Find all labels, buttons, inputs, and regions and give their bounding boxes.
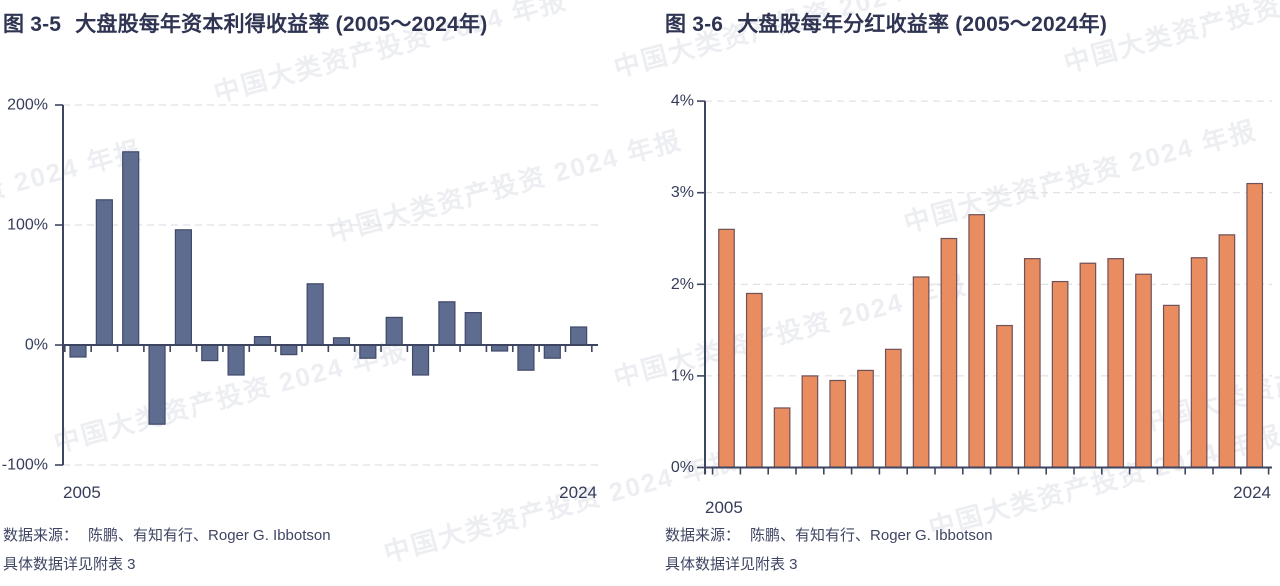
capital-gains-panel: 图 3-5 大盘股每年资本利得收益率 (2005～2024年) 200% 100% 0… xyxy=(2,8,598,575)
bar-2016 xyxy=(359,344,377,359)
source-note: 具体数据详见附表 3 xyxy=(3,556,136,573)
bar-2006 xyxy=(95,199,113,346)
source-note: 具体数据详见附表 3 xyxy=(665,556,798,573)
bar-2023 xyxy=(1218,234,1236,469)
dividend-yield-panel: 图 3-6 大盘股每年分红收益率 (2005～2024年) 4% 3% 2% 1% 0% 2… xyxy=(640,0,1280,586)
bar-2012 xyxy=(253,336,272,346)
source-line: 数据来源： 陈鹏、有知有行、Roger G. Ibbotson xyxy=(665,526,993,546)
bar-2022 xyxy=(517,344,535,371)
y-tick-label: 0% xyxy=(671,459,694,476)
source-names: 陈鹏、有知有行、Roger G. Ibbotson xyxy=(88,527,331,544)
figure-title-text: 大盘股每年分红收益率 (2005～2024年) xyxy=(737,13,1108,36)
bar-2005 xyxy=(69,344,87,358)
figure-title: 图 3-6 大盘股每年分红收益率 (2005～2024年) xyxy=(665,8,1107,38)
x-label-first: 2005 xyxy=(63,483,101,502)
bar-2013 xyxy=(280,344,298,356)
figure-title-text: 大盘股每年资本利得收益率 (2005～2024年) xyxy=(75,13,488,36)
y-tick-label: 3% xyxy=(671,184,694,201)
bar-2012 xyxy=(912,276,930,469)
bar-2023 xyxy=(543,344,561,359)
bar-2011 xyxy=(884,348,902,469)
y-tick-label: 100% xyxy=(7,217,48,234)
figure-label: 图 3-6 xyxy=(665,13,724,36)
source-block: 数据来源： 陈鹏、有知有行、Roger G. Ibbotson 具体数据详见附表 … xyxy=(3,526,331,575)
bar-2017 xyxy=(1051,280,1069,469)
bar-2014 xyxy=(306,283,324,346)
bar-2018 xyxy=(411,344,430,376)
source-block: 数据来源： 陈鹏、有知有行、Roger G. Ibbotson 具体数据详见附表 … xyxy=(665,526,993,575)
capital-gains-bar-chart: 200% 100% 0% -100% 2005 2024 xyxy=(2,97,598,502)
bar-2013 xyxy=(940,237,958,469)
y-tick-label: 2% xyxy=(671,276,694,293)
y-tick-label: 0% xyxy=(25,337,48,354)
bar-2009 xyxy=(829,379,847,469)
y-tick-label: -100% xyxy=(2,457,48,474)
bar-2006 xyxy=(745,292,763,469)
bar-2007 xyxy=(773,407,791,469)
source-line: 数据来源： 陈鹏、有知有行、Roger G. Ibbotson xyxy=(3,526,331,546)
bar-2007 xyxy=(122,151,140,346)
x-label-last: 2024 xyxy=(1233,483,1271,502)
bar-2022 xyxy=(1190,257,1208,469)
bar-2008 xyxy=(148,344,166,425)
source-names: 陈鹏、有知有行、Roger G. Ibbotson xyxy=(750,527,993,544)
figure-label: 图 3-5 xyxy=(3,13,62,36)
x-label-first: 2005 xyxy=(705,498,743,515)
bar-2019 xyxy=(1107,258,1125,469)
bar-2015 xyxy=(996,324,1013,469)
bar-2011 xyxy=(227,344,245,376)
bar-2019 xyxy=(438,301,456,346)
y-tick-label: 4% xyxy=(671,93,694,110)
bar-2009 xyxy=(174,229,192,346)
bar-2020 xyxy=(1135,273,1152,469)
y-tick-label: 1% xyxy=(671,367,694,384)
x-label-last: 2024 xyxy=(559,483,597,502)
bar-2018 xyxy=(1079,262,1097,469)
bar-2024 xyxy=(1246,182,1264,469)
figure-title: 图 3-5 大盘股每年资本利得收益率 (2005～2024年) xyxy=(3,8,487,38)
bar-2016 xyxy=(1023,258,1041,469)
bar-2010 xyxy=(201,344,219,362)
bar-2024 xyxy=(570,326,588,346)
bar-2005 xyxy=(718,228,735,469)
bar-2015 xyxy=(332,337,351,346)
y-tick-label: 200% xyxy=(7,97,48,114)
bar-2010 xyxy=(857,369,874,469)
bar-2014 xyxy=(968,214,986,469)
bar-2008 xyxy=(801,375,819,469)
source-label: 数据来源： xyxy=(665,527,741,544)
source-label: 数据来源： xyxy=(3,527,79,544)
bar-2020 xyxy=(464,312,482,346)
dividend-yield-bar-chart: 4% 3% 2% 1% 0% 2005 2024 xyxy=(671,93,1272,515)
bar-2017 xyxy=(385,316,403,346)
bar-2021 xyxy=(1162,304,1180,469)
